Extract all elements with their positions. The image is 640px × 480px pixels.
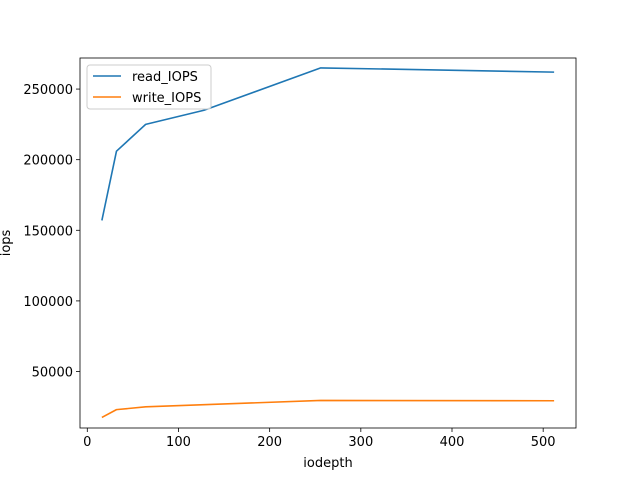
series-line-read-iops — [101, 67, 555, 221]
y-axis-label: iops — [0, 229, 14, 256]
x-tick-label: 500 — [531, 435, 556, 450]
series-line-write-iops — [101, 399, 555, 419]
x-tick-label: 300 — [348, 435, 373, 450]
x-tick-label: 400 — [440, 435, 465, 450]
legend-label-write: write_IOPS — [132, 91, 201, 106]
legend-label-read: read_IOPS — [132, 70, 198, 85]
y-tick-label: 150000 — [23, 224, 73, 239]
series-layer — [101, 67, 555, 419]
plot-frame — [79, 57, 577, 429]
y-tick-label: 200000 — [23, 154, 73, 169]
x-tick-label: 200 — [257, 435, 282, 450]
y-tick-label: 250000 — [23, 83, 73, 98]
y-axis: 50000 100000 150000 200000 250000 — [23, 83, 80, 381]
x-axis-label: iodepth — [303, 456, 352, 471]
plot-area — [80, 58, 576, 428]
x-tick-label: 0 — [83, 435, 91, 450]
x-tick-label: 100 — [166, 435, 191, 450]
x-axis: 0 100 200 300 400 500 — [83, 428, 556, 450]
y-tick-label: 50000 — [32, 366, 73, 381]
legend: read_IOPS write_IOPS — [86, 64, 212, 110]
y-tick-label: 100000 — [23, 295, 73, 310]
